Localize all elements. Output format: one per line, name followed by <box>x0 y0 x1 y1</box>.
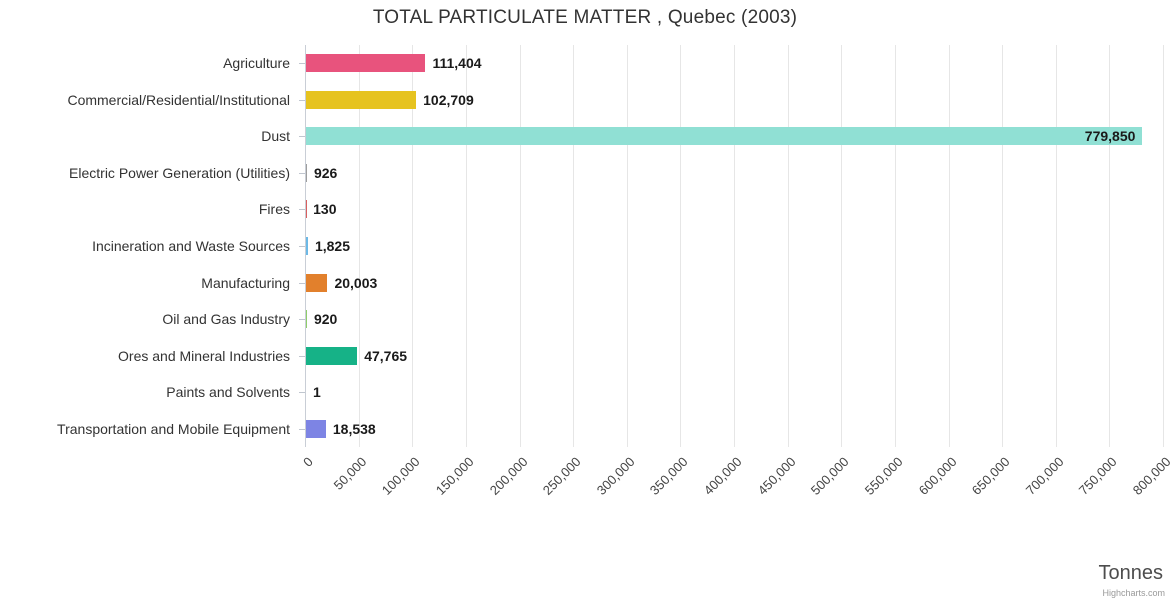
gridline <box>841 45 843 447</box>
gridline <box>626 45 628 447</box>
category-label-oil-and-gas-industry: Oil and Gas Industry <box>162 311 290 328</box>
x-tick-label: 700,000 <box>1022 454 1067 498</box>
gridline <box>358 45 360 447</box>
x-axis-title: Tonnes <box>1098 562 1164 584</box>
x-tick-label: 50,000 <box>330 454 370 493</box>
x-tick-label: 750,000 <box>1076 454 1120 498</box>
gridline <box>1109 45 1111 447</box>
gridline <box>573 45 575 447</box>
bar-commercial-residential-institutional[interactable] <box>306 90 417 109</box>
x-tick-label: 350,000 <box>647 454 691 498</box>
category-label-ores-and-mineral-industries: Ores and Mineral Industries <box>118 347 290 364</box>
category-tick <box>299 246 305 247</box>
category-label-dust: Dust <box>261 128 290 145</box>
gridline <box>1002 45 1004 447</box>
x-tick-label: 450,000 <box>754 454 799 498</box>
category-label-electric-power-generation-utilities: Electric Power Generation (Utilities) <box>69 164 290 181</box>
x-tick-label: 150,000 <box>432 454 477 498</box>
x-tick-label: 650,000 <box>968 454 1013 498</box>
bar-value-label: 926 <box>313 164 338 181</box>
x-tick-label: 400,000 <box>700 454 745 498</box>
highcharts-credit[interactable]: Highcharts.com <box>1102 588 1165 598</box>
category-label-agriculture: Agriculture <box>223 55 290 72</box>
gridline <box>734 45 735 447</box>
bar-value-label: 1 <box>313 384 321 401</box>
category-tick <box>299 209 305 211</box>
bar-value-label: 47,765 <box>364 347 408 364</box>
category-label-incineration-and-waste-sources: Incineration and Waste Sources <box>92 238 290 254</box>
bar-value-label: 779,850 <box>1084 128 1136 145</box>
bar-incineration-and-waste-sources[interactable] <box>306 237 308 255</box>
bar-value-label: 20,003 <box>334 274 378 291</box>
gridline <box>787 45 789 447</box>
category-tick <box>299 428 305 430</box>
category-label-commercial-residential-institutional: Commercial/Residential/Institutional <box>67 91 290 108</box>
bar-value-label: 102,709 <box>423 91 474 108</box>
category-tick <box>299 319 305 321</box>
x-tick-label: 600,000 <box>915 454 960 498</box>
gridline <box>465 45 467 447</box>
gridline <box>948 45 950 447</box>
x-tick-label: 800,000 <box>1129 454 1170 498</box>
chart-title: TOTAL PARTICULATE MATTER , Quebec (2003) <box>372 7 798 28</box>
category-tick <box>299 99 305 101</box>
x-tick-label: 0 <box>299 454 316 470</box>
category-axis-line <box>305 45 306 447</box>
bar-oil-and-gas-industry[interactable] <box>306 310 307 329</box>
gridline <box>1055 45 1057 447</box>
gridline <box>412 45 414 447</box>
bar-electric-power-generation-utilities[interactable] <box>306 163 307 182</box>
bar-manufacturing[interactable] <box>306 273 328 292</box>
bar-value-label: 920 <box>313 311 338 328</box>
category-tick <box>299 172 305 174</box>
gridline <box>894 45 896 447</box>
x-tick-label: 500,000 <box>808 454 852 498</box>
category-tick <box>299 392 305 394</box>
x-tick-label: 300,000 <box>593 454 638 498</box>
bar-transportation-and-mobile-equipment[interactable] <box>306 419 326 438</box>
bar-ores-and-mineral-industries[interactable] <box>306 346 358 365</box>
category-label-manufacturing: Manufacturing <box>201 274 290 291</box>
x-tick-label: 200,000 <box>486 454 531 498</box>
plot-area: 111,404 102,709 779,850 926 130 1,825 20,003 92… <box>305 45 1164 447</box>
y-axis-labels: Agriculture Commercial/Residential/Instit… <box>0 0 290 600</box>
bar-agriculture[interactable] <box>306 54 426 73</box>
bar-dust[interactable] <box>306 127 1143 146</box>
gridline <box>680 45 682 447</box>
category-label-paints-and-solvents: Paints and Solvents <box>166 384 290 401</box>
category-label-fires: Fires <box>258 201 290 218</box>
bar-value-label: 1,825 <box>314 238 350 254</box>
category-tick <box>299 63 305 65</box>
category-label-transportation-and-mobile-equipment: Transportation and Mobile Equipment <box>57 420 290 437</box>
bar-value-label: 130 <box>313 201 337 218</box>
category-tick <box>299 355 305 357</box>
x-tick-label: 250,000 <box>539 454 584 498</box>
category-tick <box>299 136 305 138</box>
gridline <box>1163 45 1164 447</box>
category-tick <box>299 282 305 284</box>
x-tick-label: 550,000 <box>861 454 906 498</box>
bar-value-label: 111,404 <box>432 55 482 72</box>
bar-value-label: 18,538 <box>332 420 376 437</box>
x-tick-label: 100,000 <box>379 454 423 498</box>
gridline <box>519 45 521 447</box>
